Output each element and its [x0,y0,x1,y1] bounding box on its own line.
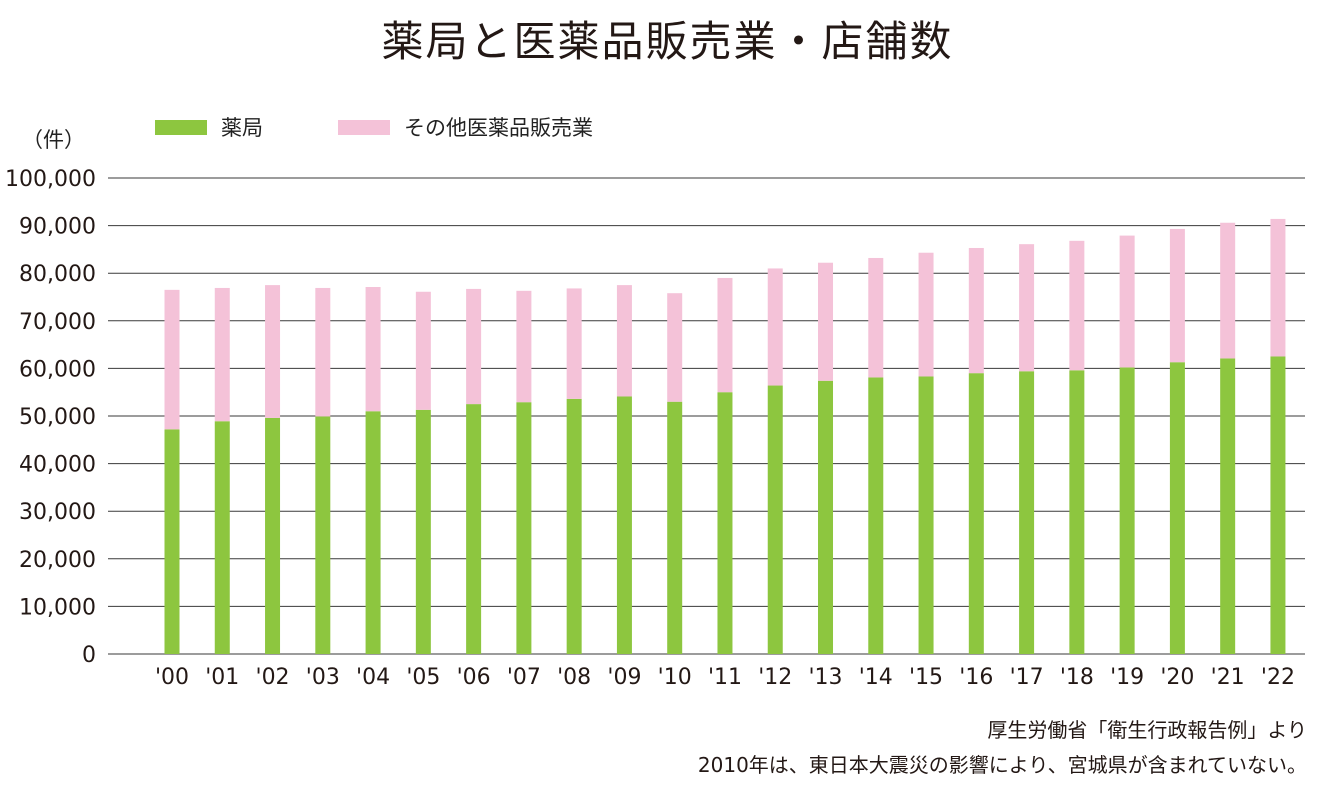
x-tick-label: '22 [1261,665,1295,690]
bar-other [516,290,532,403]
x-tick-label: '12 [758,665,792,690]
chart-title: 薬局と医薬品販売業・店舗数 [381,17,954,66]
x-tick-label: '05 [406,665,440,690]
bar-other [1220,222,1236,359]
x-tick-label: '04 [356,665,390,690]
x-tick-label: '09 [607,665,641,690]
bar-other [214,287,230,422]
bar-pharmacy [667,401,683,654]
x-tick-label: '02 [256,665,290,690]
y-tick-label: 90,000 [19,215,96,240]
legend-label-other: その他医薬品販売業 [404,116,593,140]
bar-other [868,257,884,378]
x-tick-label: '00 [155,665,189,690]
x-tick-label: '20 [1160,665,1194,690]
bar-pharmacy [767,385,783,654]
bar-pharmacy [466,404,482,654]
y-axis-unit-label: （件） [22,128,85,152]
x-tick-label: '11 [708,665,742,690]
bar-other [365,287,381,412]
bar-pharmacy [365,411,381,654]
source-note: 厚生労働省「衛生行政報告例」より [987,718,1307,742]
legend-label-pharmacy: 薬局 [221,116,263,140]
bar-pharmacy [1169,362,1185,654]
x-tick-label: '15 [909,665,943,690]
x-tick-label: '18 [1060,665,1094,690]
bar-pharmacy [616,396,632,654]
bar-pharmacy [566,398,582,654]
bar-other [164,289,180,430]
bar-pharmacy [717,392,733,654]
x-tick-label: '01 [205,665,239,690]
x-tick-label: '14 [859,665,893,690]
y-tick-label: 70,000 [19,310,96,335]
x-tick-label: '06 [457,665,491,690]
bar-other [1019,244,1035,372]
x-tick-label: '19 [1110,665,1144,690]
y-tick-label: 100,000 [5,167,96,192]
bar-other [1069,240,1085,371]
bar-pharmacy [214,421,230,654]
bar-other [818,262,834,381]
bar-pharmacy [315,416,331,654]
bar-pharmacy [415,409,431,654]
bar-other [918,252,934,377]
bar-other [315,287,331,417]
bar-other [415,291,431,410]
notes: 厚生労働省「衛生行政報告例」より 2010年は、東日本大震災の影響により、宮城県… [698,713,1307,783]
x-tick-label: '08 [557,665,591,690]
x-tick-label: '16 [959,665,993,690]
y-tick-label: 40,000 [19,453,96,478]
bar-other [667,293,683,402]
legend-item-pharmacy: 薬局 [155,112,263,142]
bar-pharmacy [265,417,281,654]
bar-other [1119,235,1135,368]
bar-other [466,288,482,405]
bar-pharmacy [968,373,984,654]
x-tick-label: '03 [306,665,340,690]
bar-pharmacy [516,402,532,654]
y-tick-label: 50,000 [19,405,96,430]
legend-swatch-other [338,119,390,135]
bar-other [616,285,632,397]
bar-other [968,247,984,374]
footnote: 2010年は、東日本大震災の影響により、宮城県が含まれていない。 [697,753,1307,777]
x-tick-label: '21 [1211,665,1245,690]
bar-pharmacy [1069,370,1085,654]
x-tick-label: '10 [658,665,692,690]
y-tick-label: 0 [82,643,96,668]
bar-other [717,277,733,393]
bar-pharmacy [1270,356,1286,654]
bar-pharmacy [1019,371,1035,654]
bar-other [566,288,582,399]
bar-pharmacy [164,429,180,654]
legend-item-other: その他医薬品販売業 [338,112,593,142]
bar-other [1270,218,1286,357]
bar-pharmacy [918,376,934,654]
bar-pharmacy [1119,367,1135,654]
y-tick-label: 80,000 [19,262,96,287]
bar-other [265,285,281,418]
y-tick-label: 20,000 [19,548,96,573]
bar-pharmacy [868,377,884,654]
x-tick-label: '07 [507,665,541,690]
x-tick-label: '13 [808,665,842,690]
bar-pharmacy [1220,358,1236,654]
bar-other [1169,228,1185,363]
y-tick-label: 30,000 [19,500,96,525]
y-tick-label: 10,000 [19,595,96,620]
y-tick-label: 60,000 [19,357,96,382]
bar-other [767,268,783,386]
legend-swatch-pharmacy [155,119,207,135]
bar-pharmacy [818,380,834,654]
x-tick-label: '17 [1010,665,1044,690]
